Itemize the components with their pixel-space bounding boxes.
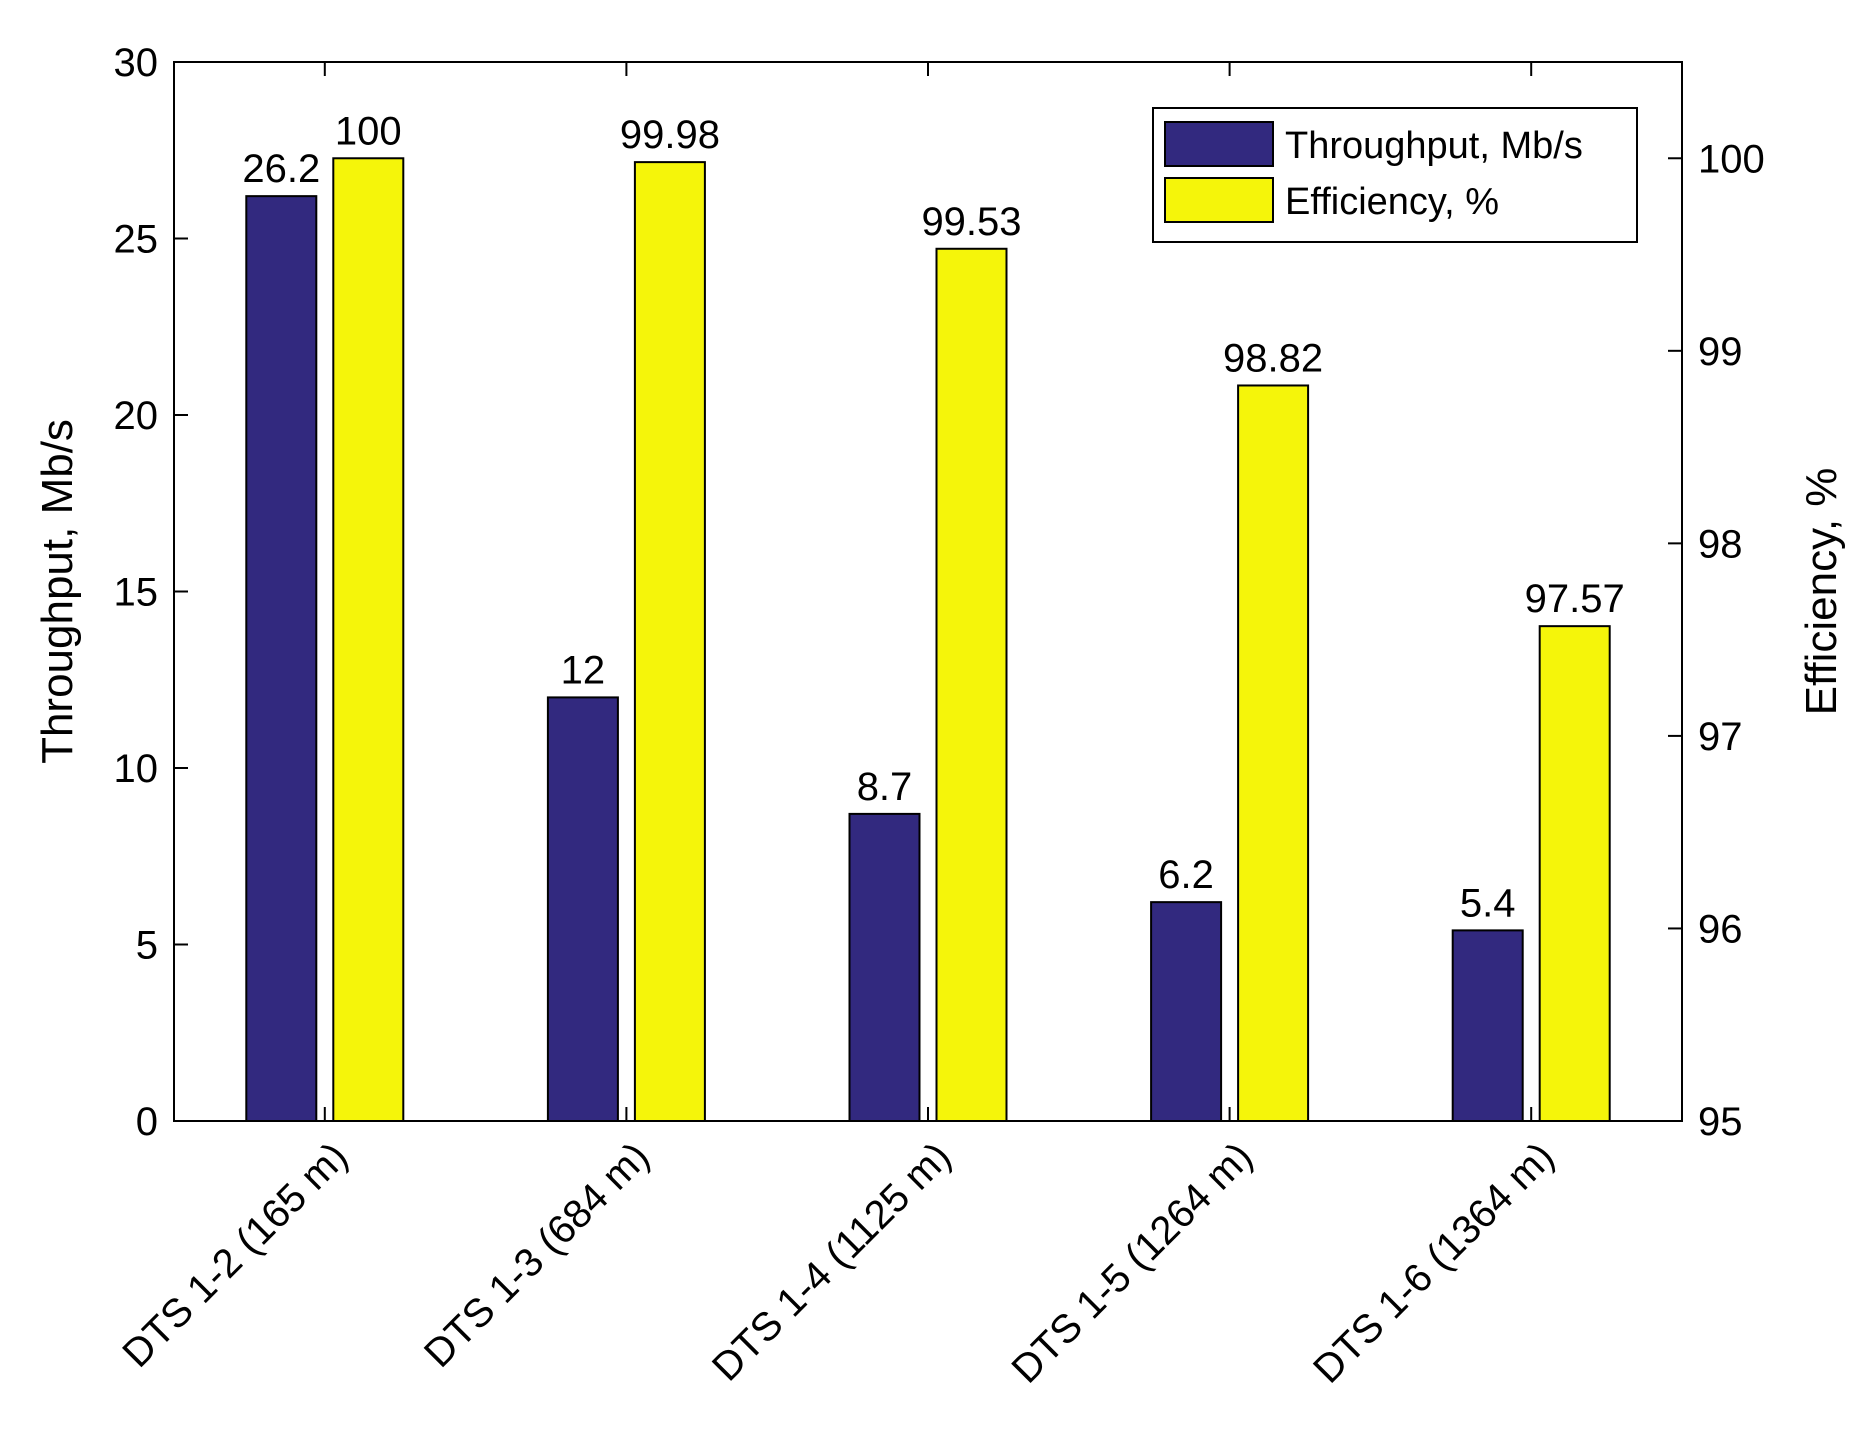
data-label-efficiency: 99.98	[620, 113, 720, 157]
y2-tick-label: 96	[1698, 907, 1743, 951]
left-axis: 0 5 10 15 20 25 30	[114, 41, 188, 1144]
y2-tick-label: 98	[1698, 522, 1743, 566]
y2-tick-label: 95	[1698, 1100, 1743, 1144]
legend-swatch-efficiency	[1164, 177, 1274, 223]
y2-tick-label: 97	[1698, 715, 1743, 759]
y-axis-title: Throughput, Mb/s	[33, 419, 82, 764]
bar-efficiency	[1538, 625, 1611, 1123]
bar-efficiency	[935, 247, 1008, 1122]
data-label-throughput: 12	[561, 648, 606, 692]
legend: Throughput, Mb/s Efficiency, %	[1152, 107, 1638, 243]
y-tick-label: 20	[114, 394, 159, 438]
legend-label-throughput: Throughput, Mb/s	[1285, 125, 1583, 167]
data-label-throughput: 6.2	[1158, 853, 1214, 897]
bar-efficiency	[633, 161, 706, 1122]
legend-swatch-throughput	[1164, 121, 1274, 167]
bar-throughput	[1150, 901, 1223, 1123]
bar-efficiency	[332, 157, 405, 1123]
data-label-throughput: 5.4	[1460, 881, 1516, 925]
y-tick-label: 30	[114, 41, 159, 85]
y-tick-label: 10	[114, 747, 159, 791]
y2-tick-label: 99	[1698, 330, 1743, 374]
data-label-efficiency: 98.82	[1223, 336, 1323, 380]
right-axis: 95 96 97 98 99 100	[1668, 137, 1765, 1144]
bar-efficiency	[1237, 384, 1310, 1122]
bar-throughput	[848, 812, 921, 1122]
legend-label-efficiency: Efficiency, %	[1285, 181, 1499, 223]
y-tick-label: 5	[136, 924, 158, 968]
y-tick-label: 25	[114, 218, 159, 262]
y-tick-label: 15	[114, 571, 159, 615]
bars-layer	[245, 157, 1611, 1123]
bar-throughput	[1451, 929, 1524, 1122]
data-labels: 26.2 100 12 99.98 8.7 99.53 6.2 98.82 5.4 97.57	[242, 109, 1624, 925]
bar-throughput	[245, 195, 318, 1122]
data-label-throughput: 8.7	[857, 765, 913, 809]
data-label-efficiency: 97.57	[1525, 577, 1625, 621]
data-label-efficiency: 99.53	[921, 200, 1021, 244]
data-label-efficiency: 100	[335, 109, 402, 153]
y2-tick-label: 100	[1698, 137, 1765, 181]
y2-axis-title: Efficiency, %	[1797, 468, 1846, 716]
y-tick-label: 0	[136, 1100, 158, 1144]
data-label-throughput: 26.2	[242, 147, 320, 191]
bar-throughput	[546, 696, 619, 1123]
